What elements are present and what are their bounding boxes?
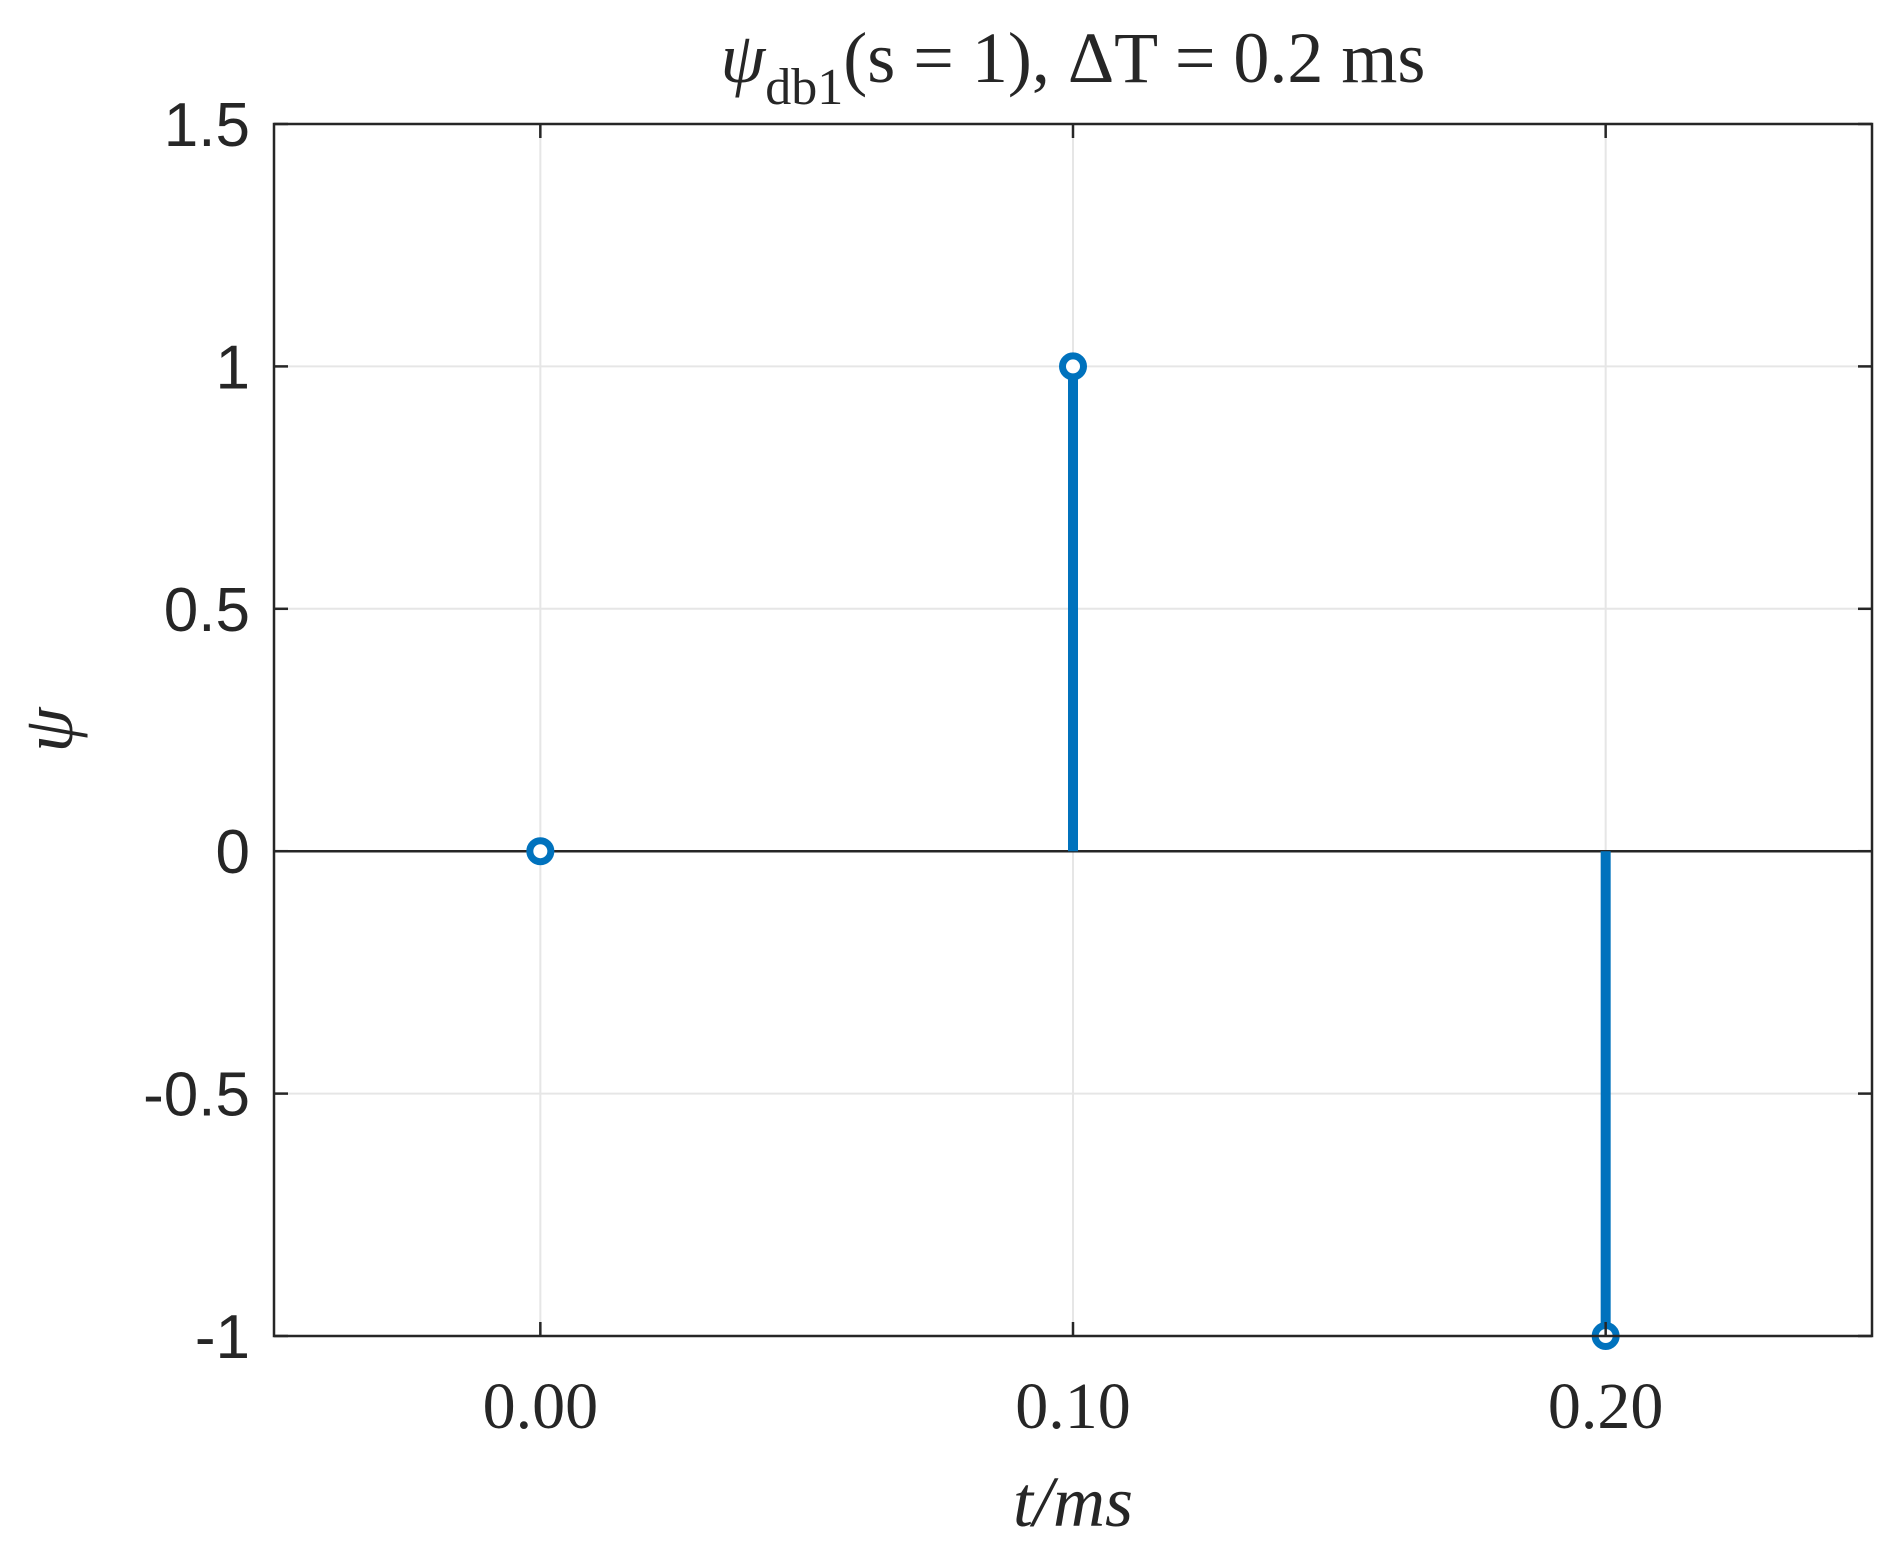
y-axis-ticks: -1 -0.5 0 0.5 1 1.5: [143, 91, 1872, 1372]
y-axis-label: ψ: [8, 706, 88, 752]
title-psi: ψ: [721, 18, 767, 98]
title-rest: (s = 1), ΔT = 0.2 ms: [843, 18, 1425, 98]
x-axis-ticks: 0.00 0.10 0.20: [483, 124, 1664, 1443]
title-subscript: db1: [765, 59, 843, 116]
y-tick-label-5: 1.5: [164, 91, 250, 160]
x-tick-label-2: 0.20: [1548, 1370, 1664, 1443]
y-tick-label-4: 1: [216, 333, 250, 402]
y-tick-label-2: 0: [216, 818, 250, 887]
y-tick-label-3: 0.5: [164, 576, 250, 645]
stem-marker-0: [526, 837, 555, 866]
x-axis-label: t/ms: [1013, 1462, 1133, 1542]
stem-marker-1: [1059, 352, 1087, 381]
y-tick-label-0: -1: [195, 1303, 250, 1372]
y-tick-label-1: -0.5: [143, 1061, 250, 1130]
chart-title: ψdb1(s = 1), ΔT = 0.2 ms: [721, 18, 1426, 116]
x-tick-label-0: 0.00: [483, 1370, 599, 1443]
x-tick-label-1: 0.10: [1015, 1370, 1131, 1443]
